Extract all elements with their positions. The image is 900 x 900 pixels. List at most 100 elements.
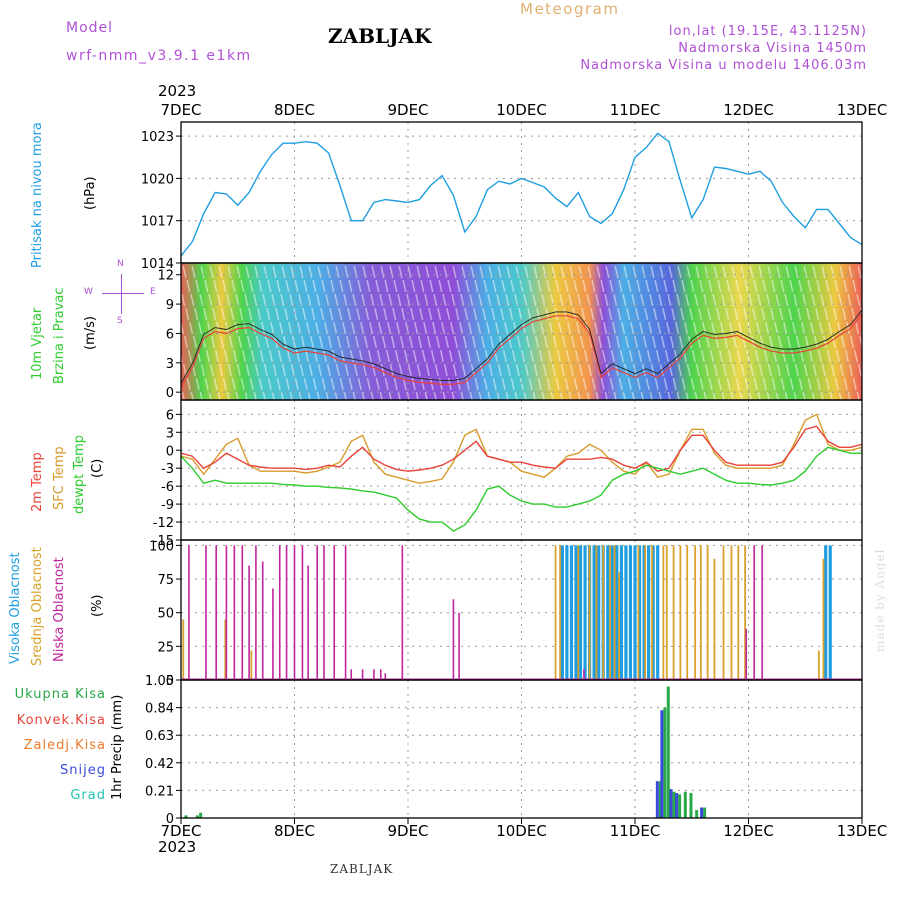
wind-barb-texture xyxy=(181,263,862,400)
y-tick-label: 0.63 xyxy=(145,729,174,744)
sfc-temp-line xyxy=(180,413,863,484)
y-tick-label: 75 xyxy=(157,573,174,588)
marks-layer xyxy=(180,132,863,818)
mid-cloud-bar xyxy=(577,545,580,680)
high-cloud-bar xyxy=(656,545,660,680)
y-tick-label: 12 xyxy=(157,269,174,284)
low-cloud-bar xyxy=(278,545,281,680)
y-tick-label: -3 xyxy=(161,462,174,477)
low-cloud-bar xyxy=(745,628,748,680)
high-cloud-bar xyxy=(569,545,574,680)
high-cloud-bar xyxy=(610,545,614,680)
mid-cloud-bar xyxy=(713,558,716,680)
high-cloud-bar xyxy=(828,545,832,680)
y-tick-label: 0 xyxy=(166,674,174,689)
year-bottom: 2023 xyxy=(158,838,197,856)
dewpt-line xyxy=(180,446,862,532)
mid-cloud-bar xyxy=(588,545,591,680)
legend-konvek: Konvek.Kisa xyxy=(16,713,106,728)
mid-cloud-bar xyxy=(595,545,598,680)
y-tick-label: 1017 xyxy=(141,215,174,230)
snow-bar xyxy=(675,793,679,818)
low-cloud-bar xyxy=(285,545,288,680)
mid-cloud-bar xyxy=(559,545,561,680)
x-tick-label-top: 12DEC xyxy=(723,101,774,119)
low-cloud-bar xyxy=(361,669,364,680)
high-cloud-bar xyxy=(647,545,651,680)
y-tick-label: 25 xyxy=(157,640,174,655)
mid-cloud-bar xyxy=(699,545,702,680)
snow-bar xyxy=(700,807,704,818)
low-cloud-bar xyxy=(272,588,274,680)
x-tick-label-bottom: 9DEC xyxy=(387,822,428,840)
total-precip-bar xyxy=(683,791,687,818)
x-tick-label-bottom: 12DEC xyxy=(723,822,774,840)
y-tick-label: -12 xyxy=(153,516,174,531)
lonlat-text: lon,lat (19.15E, 43.1125N) xyxy=(668,24,867,39)
high-cloud-bar xyxy=(637,545,642,680)
high-cloud-bar xyxy=(619,545,623,680)
legend-zaledj: Zaledj.Kisa xyxy=(23,738,106,753)
mid-cloud-bar xyxy=(224,619,227,680)
mid-cloud-bar xyxy=(618,572,621,680)
x-tick-label-bottom: 7DEC xyxy=(160,822,201,840)
low-cloud-bar xyxy=(225,545,228,680)
snow-bar xyxy=(669,789,673,818)
low-cloud-bar xyxy=(384,673,387,680)
y-tick-label: -6 xyxy=(161,480,174,495)
mid-cloud-bar xyxy=(722,545,725,680)
mid-cloud-bar xyxy=(686,545,689,680)
mid-cloud-bar xyxy=(554,545,557,680)
mid-cloud-bar xyxy=(737,545,740,680)
y-tick-label: 50 xyxy=(157,607,174,622)
mid-cloud-bar xyxy=(744,545,746,680)
high-cloud-bar xyxy=(583,545,587,680)
mid-cloud-bar xyxy=(250,650,253,680)
mid-cloud-bar xyxy=(694,545,697,680)
mid-cloud-bar xyxy=(613,545,616,680)
x-tick-label-bottom: 13DEC xyxy=(837,822,888,840)
compass-cross-v xyxy=(121,274,122,314)
high-cloud-bar xyxy=(578,545,583,680)
mid-cloud-bar xyxy=(609,545,611,680)
grid-layer xyxy=(180,122,863,819)
x-tick-label-top: 11DEC xyxy=(610,101,661,119)
y-tick-label: 3 xyxy=(166,426,174,441)
wind-gust-line xyxy=(180,309,863,384)
x-tick-label-bottom: 10DEC xyxy=(496,822,547,840)
y-tick-label: 100 xyxy=(149,539,174,554)
high-cloud-bar xyxy=(592,545,596,680)
x-tick-label-bottom: 11DEC xyxy=(610,822,661,840)
mid-cloud-bar xyxy=(672,545,675,680)
legend-snijeg: Snijeg xyxy=(60,763,106,778)
snow-bar xyxy=(660,710,664,818)
mid-cloud-bar xyxy=(182,619,185,680)
high-cloud-bar xyxy=(615,545,619,680)
y-tick-label: 6 xyxy=(166,408,174,423)
y-tick-label: 0 xyxy=(166,444,174,459)
meteogram-label: Meteogram xyxy=(520,0,620,18)
mid-cloud-bar xyxy=(602,545,605,680)
low-cloud-bar xyxy=(233,545,236,680)
mid-cloud-bar xyxy=(651,545,653,680)
model-elevation-text: Nadmorska Visina u modelu 1406.03m xyxy=(580,58,867,73)
x-tick-label-top: 9DEC xyxy=(387,101,428,119)
high-cloud-bar xyxy=(628,545,633,680)
low-cloud-bar xyxy=(241,545,244,680)
low-cloud-bar xyxy=(333,545,336,680)
low-cloud-bar xyxy=(583,669,585,680)
x-tick-label-top: 10DEC xyxy=(496,101,547,119)
high-cloud-bar xyxy=(633,545,637,680)
y-tick-label: -9 xyxy=(161,498,174,513)
panel-frame xyxy=(180,679,863,819)
low-cloud-bar xyxy=(316,545,318,680)
pressure-line xyxy=(180,132,863,257)
mid-cloud-bar xyxy=(637,545,640,680)
compass-n: N xyxy=(117,259,124,269)
compass-s: S xyxy=(117,316,123,326)
high-cloud-bar xyxy=(606,545,610,680)
low-cloud-bar xyxy=(761,545,763,680)
compass-cross xyxy=(102,293,144,294)
total-precip-bar xyxy=(703,807,707,818)
